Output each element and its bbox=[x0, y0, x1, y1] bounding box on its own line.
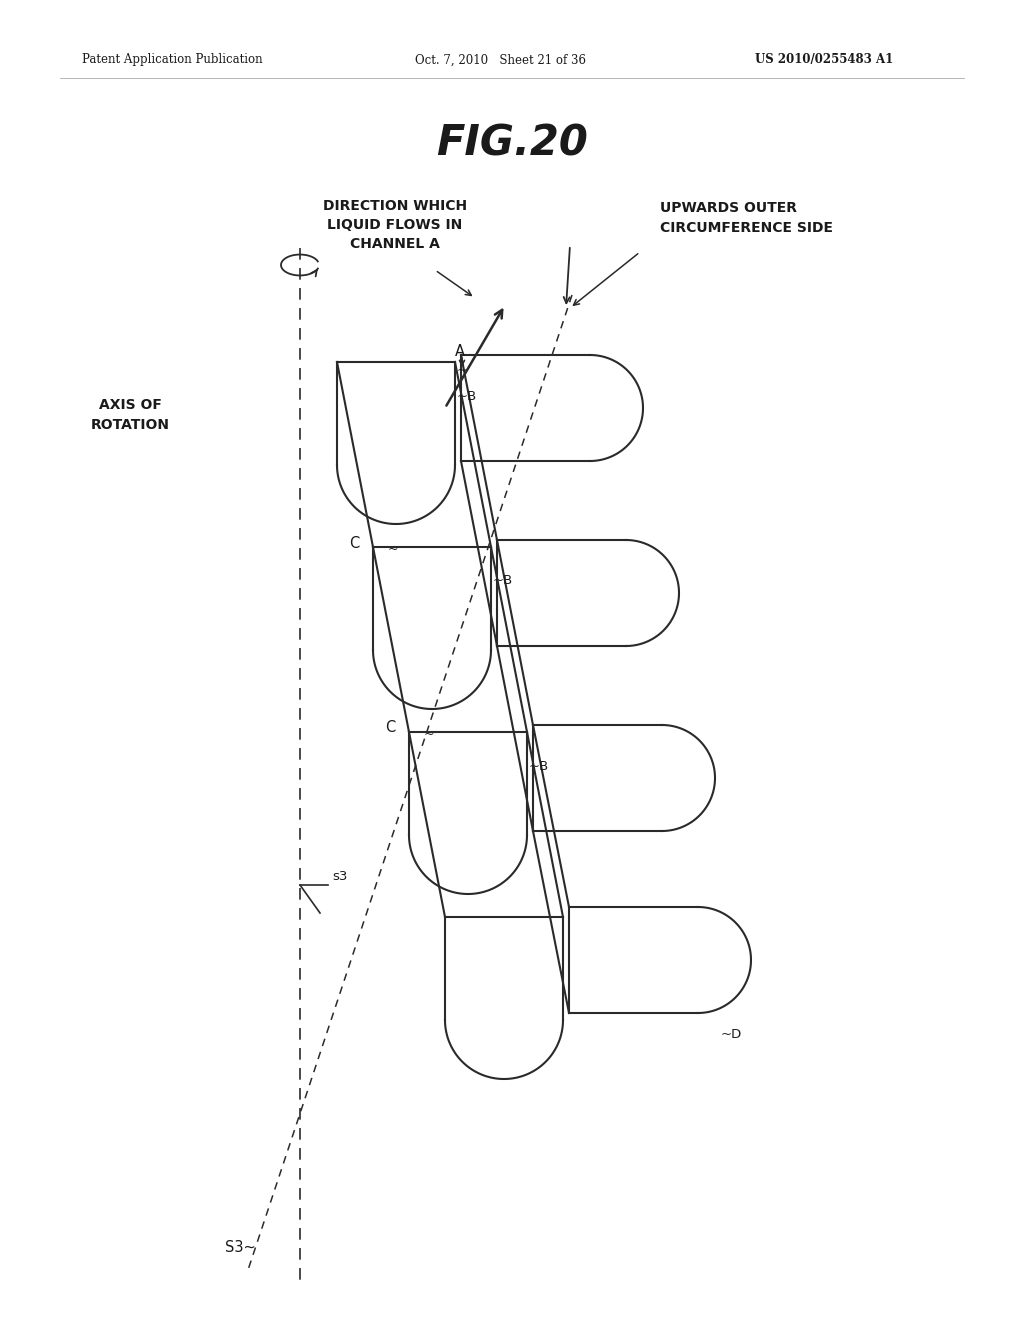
Text: DIRECTION WHICH
LIQUID FLOWS IN
CHANNEL A: DIRECTION WHICH LIQUID FLOWS IN CHANNEL … bbox=[323, 198, 467, 252]
Text: ~: ~ bbox=[457, 363, 467, 376]
Text: S3~: S3~ bbox=[224, 1241, 255, 1255]
Text: A: A bbox=[455, 345, 465, 359]
Text: AXIS OF
ROTATION: AXIS OF ROTATION bbox=[90, 399, 170, 432]
Text: Patent Application Publication: Patent Application Publication bbox=[82, 54, 262, 66]
Text: ~D: ~D bbox=[721, 1028, 742, 1041]
Text: FIG.20: FIG.20 bbox=[436, 121, 588, 164]
Text: US 2010/0255483 A1: US 2010/0255483 A1 bbox=[755, 54, 893, 66]
Text: C: C bbox=[349, 536, 359, 550]
Text: s3: s3 bbox=[332, 870, 347, 883]
Text: ~: ~ bbox=[388, 543, 398, 556]
Text: ~B: ~B bbox=[457, 389, 477, 403]
Text: ~: ~ bbox=[424, 727, 434, 741]
Text: Oct. 7, 2010   Sheet 21 of 36: Oct. 7, 2010 Sheet 21 of 36 bbox=[415, 54, 586, 66]
Text: ~B: ~B bbox=[529, 759, 549, 772]
Text: C: C bbox=[385, 721, 395, 735]
Text: ~B: ~B bbox=[493, 574, 513, 587]
Text: UPWARDS OUTER
CIRCUMFERENCE SIDE: UPWARDS OUTER CIRCUMFERENCE SIDE bbox=[660, 201, 833, 235]
